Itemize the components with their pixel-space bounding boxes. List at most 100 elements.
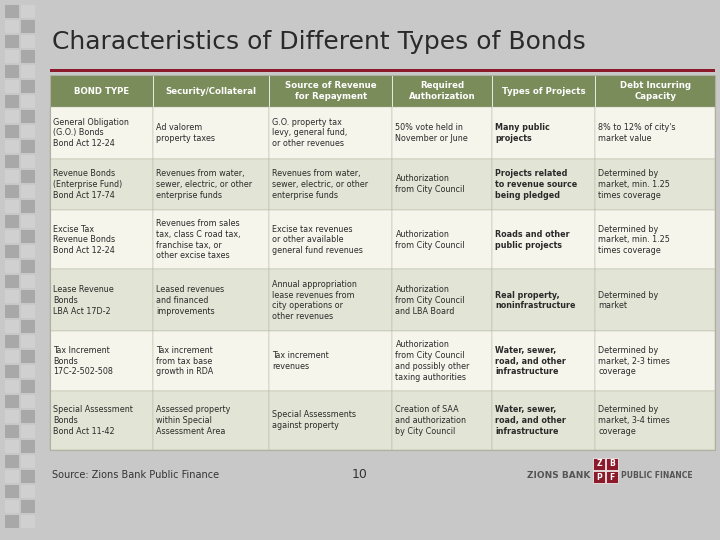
Bar [5, 335, 19, 348]
Bar [21, 80, 35, 93]
Bar [5, 185, 19, 198]
Bar [595, 269, 715, 332]
Bar [5, 170, 19, 183]
Text: P: P [596, 472, 602, 482]
Bar [269, 159, 392, 210]
Text: ZIONS BANK: ZIONS BANK [526, 470, 590, 480]
Bar [5, 410, 19, 423]
Bar [21, 440, 35, 453]
Bar [50, 390, 153, 450]
Bar [5, 500, 19, 513]
Text: Annual appropriation
lease revenues from
city operations or
other revenues: Annual appropriation lease revenues from… [272, 280, 357, 321]
Bar [21, 170, 35, 183]
Text: Real property,
noninfrastructure: Real property, noninfrastructure [495, 291, 576, 310]
Text: B: B [609, 460, 615, 469]
Bar [392, 269, 492, 332]
Bar [269, 269, 392, 332]
Bar [5, 455, 19, 468]
Text: Many public
projects: Many public projects [495, 123, 550, 143]
Text: BOND TYPE: BOND TYPE [74, 86, 129, 96]
Bar [153, 332, 269, 390]
Bar [5, 65, 19, 78]
Bar [593, 458, 605, 470]
Bar [21, 245, 35, 258]
Text: Water, sewer,
road, and other
infrastructure: Water, sewer, road, and other infrastruc… [495, 346, 566, 376]
Bar [21, 290, 35, 303]
Bar [5, 320, 19, 333]
Text: Water, sewer,
road, and other
infrastructure: Water, sewer, road, and other infrastruc… [495, 405, 566, 436]
Bar [21, 5, 35, 18]
Text: Excise Tax
Revenue Bonds
Bond Act 12-24: Excise Tax Revenue Bonds Bond Act 12-24 [53, 225, 115, 255]
Bar [21, 140, 35, 153]
Bar [21, 365, 35, 378]
Text: Assessed property
within Special
Assessment Area: Assessed property within Special Assessm… [156, 405, 230, 436]
Bar [21, 35, 35, 48]
Text: Debt Incurring
Capacity: Debt Incurring Capacity [620, 82, 690, 100]
Text: Source: Zions Bank Public Finance: Source: Zions Bank Public Finance [52, 470, 219, 480]
Text: Security/Collateral: Security/Collateral [166, 86, 257, 96]
Bar [5, 50, 19, 63]
Bar [5, 215, 19, 228]
Bar [153, 210, 269, 269]
Bar [5, 140, 19, 153]
Text: Revenues from water,
sewer, electric, or other
enterprise funds: Revenues from water, sewer, electric, or… [156, 169, 252, 200]
Bar [21, 395, 35, 408]
Bar [21, 515, 35, 528]
Text: Ad valorem
property taxes: Ad valorem property taxes [156, 123, 215, 143]
Text: Authorization
from City Council
and possibly other
taxing authorities: Authorization from City Council and poss… [395, 340, 470, 382]
Bar [492, 159, 595, 210]
Bar [50, 75, 715, 450]
Bar [21, 470, 35, 483]
Bar [50, 75, 153, 107]
Bar [5, 395, 19, 408]
Text: 8% to 12% of city's
market value: 8% to 12% of city's market value [598, 123, 676, 143]
Bar [21, 200, 35, 213]
Bar [595, 75, 715, 107]
Bar [153, 269, 269, 332]
Text: Leased revenues
and financed
improvements: Leased revenues and financed improvement… [156, 285, 224, 316]
Text: Excise tax revenues
or other available
general fund revenues: Excise tax revenues or other available g… [272, 225, 364, 255]
Bar [5, 470, 19, 483]
Bar [5, 275, 19, 288]
Bar [21, 20, 35, 33]
Bar [21, 65, 35, 78]
Bar [21, 275, 35, 288]
Bar [5, 380, 19, 393]
Bar [153, 390, 269, 450]
Text: Required
Authorization: Required Authorization [409, 82, 476, 100]
Bar [606, 471, 618, 483]
Text: Creation of SAA
and authorization
by City Council: Creation of SAA and authorization by Cit… [395, 405, 467, 436]
Bar [5, 110, 19, 123]
Bar [392, 75, 492, 107]
Bar [5, 155, 19, 168]
Bar [492, 75, 595, 107]
Bar [50, 107, 153, 159]
Bar [21, 260, 35, 273]
Bar [5, 95, 19, 108]
Bar [392, 332, 492, 390]
Bar [5, 365, 19, 378]
Bar [5, 35, 19, 48]
Bar [21, 50, 35, 63]
Bar [21, 305, 35, 318]
Text: PUBLIC FINANCE: PUBLIC FINANCE [621, 470, 693, 480]
Bar [21, 485, 35, 498]
Bar [492, 390, 595, 450]
Bar [50, 210, 153, 269]
Bar [595, 332, 715, 390]
Bar [5, 200, 19, 213]
Bar [5, 230, 19, 243]
Bar [21, 110, 35, 123]
Bar [21, 155, 35, 168]
Bar [269, 107, 392, 159]
Text: G.O. property tax
levy, general fund,
or other revenues: G.O. property tax levy, general fund, or… [272, 118, 348, 148]
Bar [5, 350, 19, 363]
Bar [50, 269, 153, 332]
Bar [21, 95, 35, 108]
Bar [5, 440, 19, 453]
Bar [269, 390, 392, 450]
Bar [21, 500, 35, 513]
Bar [5, 290, 19, 303]
Bar [5, 305, 19, 318]
Bar [492, 269, 595, 332]
